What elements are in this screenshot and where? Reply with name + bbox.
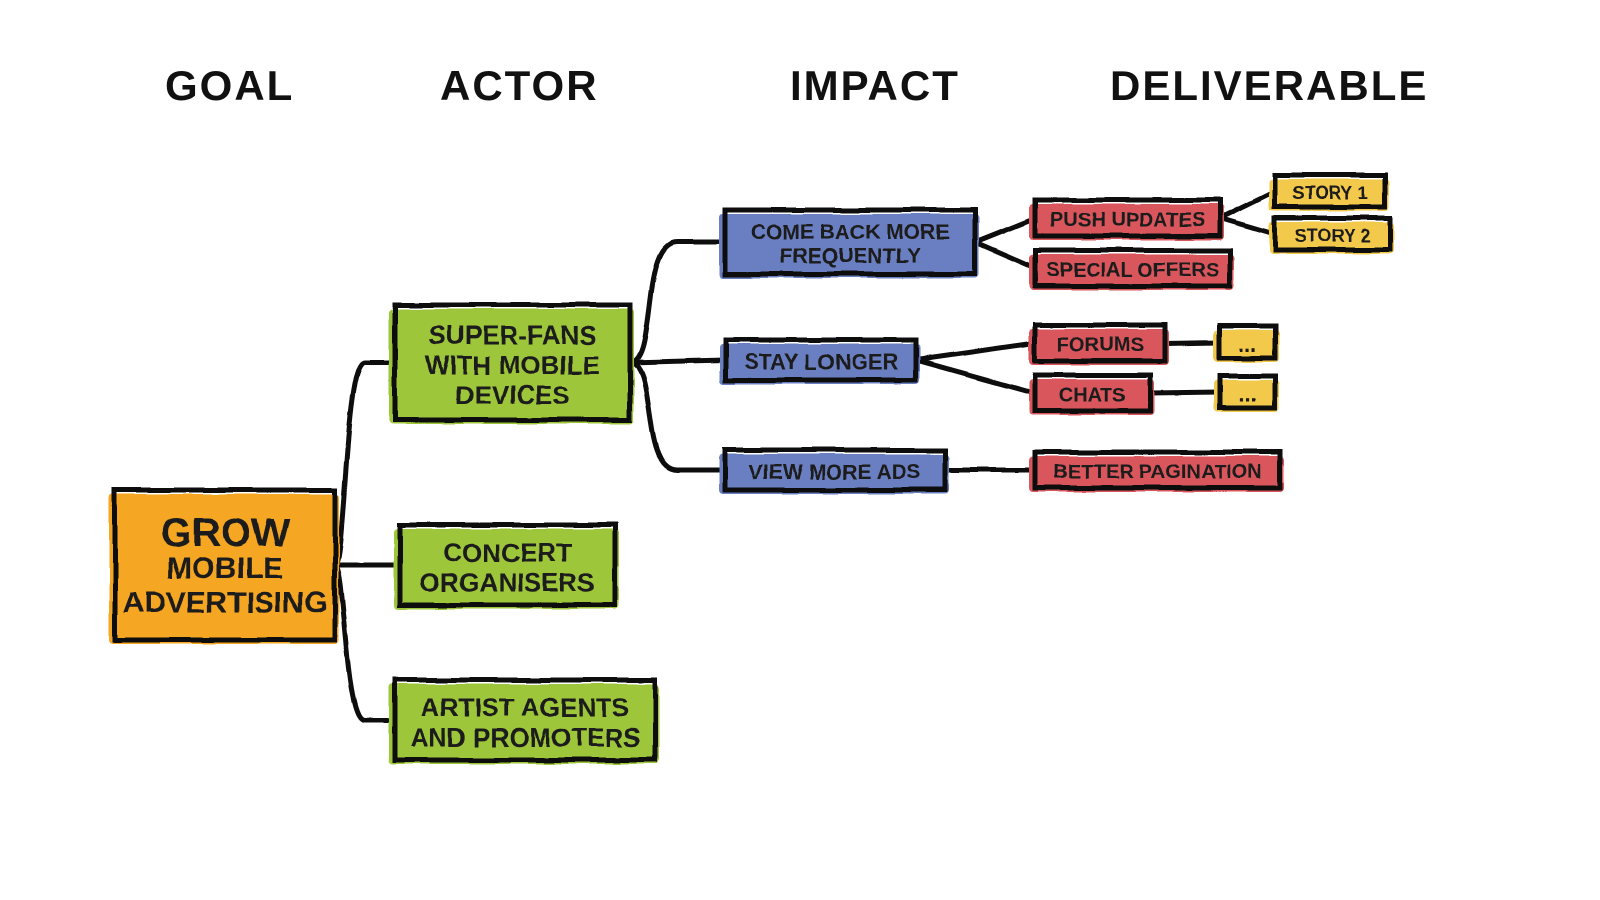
edge-push-to-story1 <box>1220 191 1275 218</box>
node-story2: STORY 2 <box>1269 218 1394 254</box>
node-goal-label-0: GROW <box>161 511 290 555</box>
node-concert-label-0: CONCERT <box>443 537 572 567</box>
node-viewads: VIEW MORE ADS <box>719 450 949 494</box>
node-dots1: ... <box>1214 326 1279 362</box>
node-stay: STAY LONGER <box>720 340 920 384</box>
node-dots2-label-0: ... <box>1238 382 1256 407</box>
header-actor: ACTOR <box>440 62 599 109</box>
node-viewads-label-0: VIEW MORE ADS <box>749 461 921 484</box>
edge-comeback-to-push <box>975 218 1035 242</box>
node-story1: STORY 1 <box>1269 175 1389 211</box>
node-chats: CHATS <box>1029 375 1154 415</box>
node-story1-label-0: STORY 1 <box>1292 183 1368 203</box>
node-push-label-0: PUSH UPDATES <box>1050 210 1205 232</box>
node-offers: SPECIAL OFFERS <box>1029 250 1234 290</box>
edge-chats-to-dots2 <box>1150 392 1220 393</box>
node-forums: FORUMS <box>1029 325 1169 365</box>
edge-stay-to-forums <box>916 343 1035 360</box>
edge-forums-to-dots1 <box>1165 342 1220 343</box>
impact-map-diagram: GOAL ACTOR IMPACT DELIVERABLE GROWMOBILEADV… <box>0 0 1600 900</box>
node-superfans: SUPER-FANSWITH MOBILEDEVICES <box>389 305 634 424</box>
node-superfans-label-2: DEVICES <box>455 380 569 410</box>
edge-stay-to-chats <box>916 360 1035 393</box>
edge-superfans-to-viewads <box>630 363 725 471</box>
column-headers: GOAL ACTOR IMPACT DELIVERABLE <box>165 62 1428 109</box>
node-stay-label-0: STAY LONGER <box>744 350 899 375</box>
node-dots2: ... <box>1214 376 1279 412</box>
node-story2-label-0: STORY 2 <box>1295 226 1371 246</box>
node-push: PUSH UPDATES <box>1029 200 1224 240</box>
edge-superfans-to-comeback <box>630 242 725 363</box>
node-superfans-label-1: WITH MOBILE <box>425 350 600 380</box>
node-comeback: COME BACK MOREFREQUENTLY <box>719 210 979 278</box>
header-goal: GOAL <box>165 62 294 109</box>
node-comeback-label-1: FREQUENTLY <box>780 245 920 268</box>
node-concert: CONCERTORGANISERS <box>394 525 619 609</box>
edge-goal-to-artist <box>335 565 395 720</box>
node-concert-label-1: ORGANISERS <box>420 567 595 597</box>
header-deliverable: DELIVERABLE <box>1110 62 1428 109</box>
node-artist: ARTIST AGENTSAND PROMOTERS <box>389 680 659 764</box>
node-goal: GROWMOBILEADVERTISING <box>109 490 339 644</box>
node-comeback-label-0: COME BACK MORE <box>751 221 949 244</box>
node-pagination: BETTER PAGINATION <box>1029 452 1284 492</box>
header-impact: IMPACT <box>790 62 960 109</box>
node-superfans-label-0: SUPER-FANS <box>429 320 597 350</box>
edge-comeback-to-offers <box>975 242 1035 268</box>
node-forums-label-0: FORUMS <box>1057 335 1144 357</box>
node-goal-label-1: MOBILE <box>167 552 284 585</box>
node-pagination-label-0: BETTER PAGINATION <box>1053 462 1261 484</box>
node-artist-label-0: ARTIST AGENTS <box>421 692 629 722</box>
node-chats-label-0: CHATS <box>1059 385 1126 407</box>
node-offers-label-0: SPECIAL OFFERS <box>1046 260 1219 282</box>
nodes-layer: GROWMOBILEADVERTISING SUPER-FANSWITH MOBI… <box>109 175 1394 764</box>
node-dots1-label-0: ... <box>1238 332 1256 357</box>
edge-push-to-story2 <box>1220 218 1275 234</box>
edge-goal-to-superfans <box>335 363 395 566</box>
node-artist-label-1: AND PROMOTERS <box>409 722 640 752</box>
edge-superfans-to-stay <box>630 360 726 363</box>
node-goal-label-2: ADVERTISING <box>122 587 327 620</box>
